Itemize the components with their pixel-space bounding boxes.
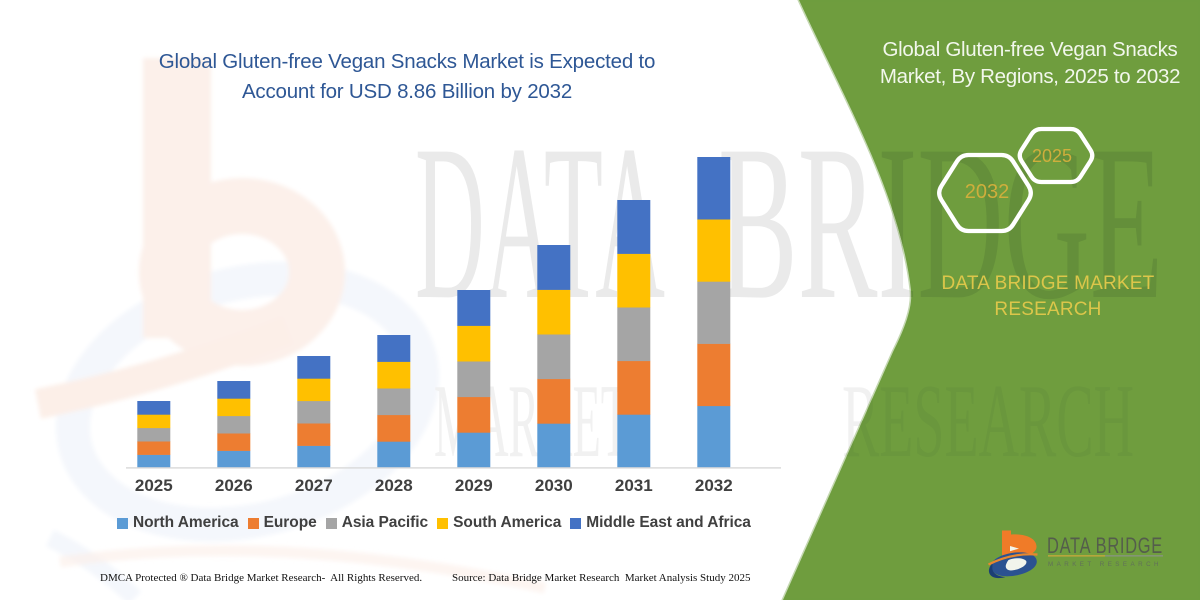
svg-text:DATA BRIDGE: DATA BRIDGE [1047,533,1163,558]
svg-text:RESEARCH: RESEARCH [842,362,1134,479]
svg-text:MARKET RESEARCH: MARKET RESEARCH [1048,561,1162,568]
